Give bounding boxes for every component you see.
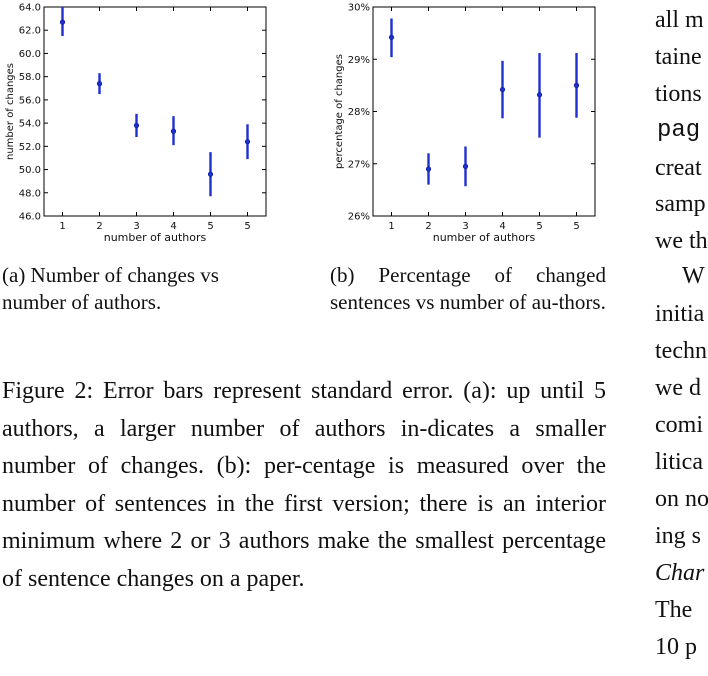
y-tick-label: 30% xyxy=(348,3,370,14)
x-tick-label: 5 xyxy=(573,221,579,232)
right-column-line: initia xyxy=(655,301,705,327)
subcaption-b: (b) Percentage of changed sentences vs n… xyxy=(330,263,606,314)
y-tick-label: 48.0 xyxy=(19,188,41,199)
data-point xyxy=(170,128,177,134)
x-tick-label: 2 xyxy=(96,221,102,232)
y-tick-label: 26% xyxy=(348,212,370,223)
chart-percentage-of-changes: 26% 27% 28% 29% 30% 1 2 3 4 5 5 number of authors pe… xyxy=(328,0,596,248)
y-axis-label: percentage of changes xyxy=(334,54,345,169)
x-tick-label: 3 xyxy=(462,221,468,232)
x-tick-label: 3 xyxy=(133,221,139,232)
plot-frame xyxy=(372,6,596,217)
y-tick-label: 27% xyxy=(348,159,370,170)
data-point xyxy=(425,166,432,172)
chart-a-svg: 46.0 48.0 50.0 52.0 54.0 56.0 58.0 60.0 62.0 64.0… xyxy=(5,3,267,244)
right-column-line: all m xyxy=(655,7,704,33)
right-column-line: Char xyxy=(655,560,705,586)
right-column-line: comi xyxy=(655,412,703,438)
data-point xyxy=(207,171,214,177)
right-column-line: pag xyxy=(657,117,701,144)
y-tick-label: 54.0 xyxy=(19,119,41,130)
right-column-line: we d xyxy=(655,375,701,401)
right-column-line: litica xyxy=(655,449,703,475)
x-tick-label: 1 xyxy=(388,221,394,232)
data-point xyxy=(133,122,140,129)
right-column-line: creat xyxy=(655,155,702,181)
data-point xyxy=(59,19,66,25)
right-column-line: samp xyxy=(655,191,706,217)
right-column-line: taine xyxy=(655,44,702,70)
y-tick-label: 52.0 xyxy=(19,142,41,153)
data-point xyxy=(388,34,395,40)
data-point xyxy=(499,86,506,93)
x-axis-label: number of authors xyxy=(104,231,207,244)
y-tick-label: 50.0 xyxy=(19,165,41,176)
figure-caption: Figure 2: Error bars represent standard … xyxy=(2,378,606,592)
subcaption-a: (a) Number of changes vs number of autho… xyxy=(2,263,219,314)
y-tick-label: 58.0 xyxy=(19,72,41,83)
y-tick-label: 29% xyxy=(348,55,370,66)
data-point xyxy=(536,92,543,98)
x-axis-label: number of authors xyxy=(433,231,536,244)
x-tick-label: 5 xyxy=(536,221,542,232)
x-tick-label: 4 xyxy=(170,221,176,232)
x-tick-label: 1 xyxy=(59,221,65,232)
right-column-line: we th xyxy=(655,228,708,254)
right-column-line: tions xyxy=(655,81,702,107)
y-tick-label: 46.0 xyxy=(19,212,41,223)
y-axis-label: number of changes xyxy=(5,63,16,160)
y-tick-label: 62.0 xyxy=(19,26,41,37)
chart-number-of-changes: 46.0 48.0 50.0 52.0 54.0 56.0 58.0 60.0 62.0 64.0… xyxy=(0,0,280,248)
plot-frame xyxy=(43,6,267,217)
right-column-line: The xyxy=(655,597,693,623)
y-tick-label: 64.0 xyxy=(19,3,41,14)
data-point xyxy=(573,82,580,88)
right-column-line: W xyxy=(682,263,705,289)
right-column-line: ing s xyxy=(655,523,702,549)
data-point xyxy=(462,163,469,169)
data-point xyxy=(96,81,103,87)
x-tick-label: 5 xyxy=(207,221,213,232)
y-tick-label: 28% xyxy=(348,107,370,118)
x-tick-label: 5 xyxy=(244,221,250,232)
right-column-line: on no xyxy=(655,486,708,512)
y-tick-label: 56.0 xyxy=(19,95,41,106)
data-point xyxy=(244,139,251,145)
x-tick-label: 2 xyxy=(425,221,431,232)
y-tick-label: 60.0 xyxy=(19,49,41,60)
right-column-line: 10 p xyxy=(655,634,697,660)
x-tick-label: 4 xyxy=(499,221,505,232)
right-column-line: techn xyxy=(655,338,707,364)
